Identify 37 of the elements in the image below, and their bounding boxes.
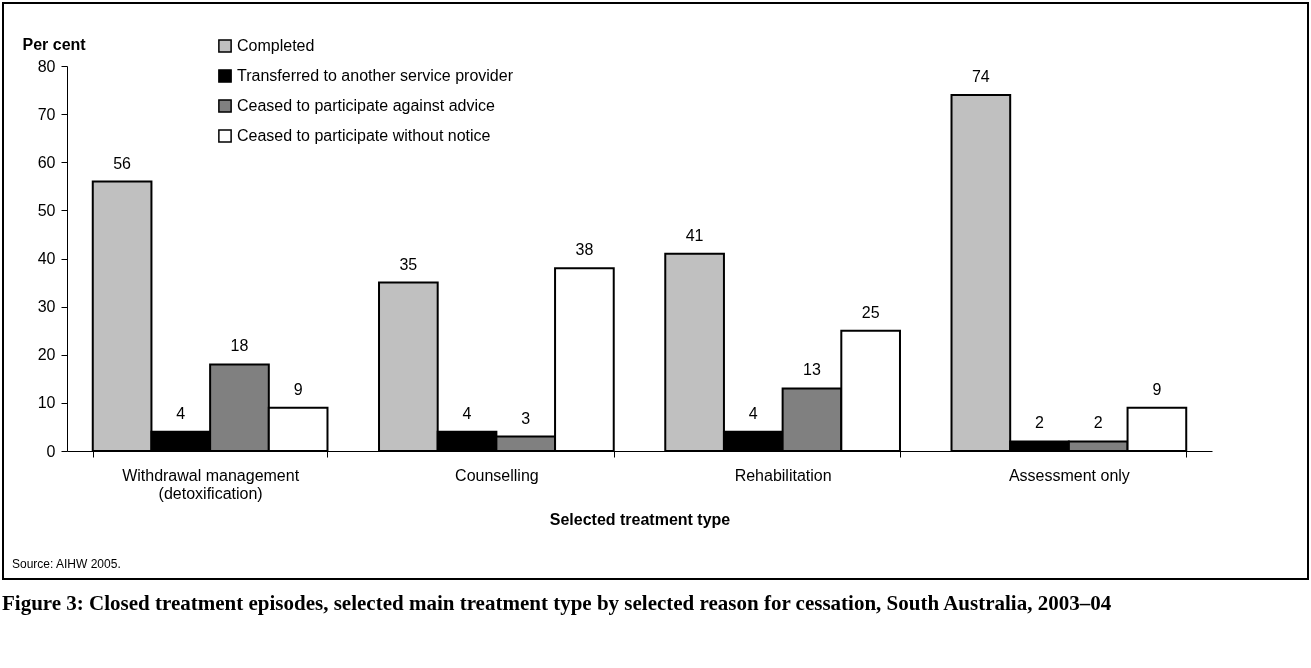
data-label: 13 [803,361,821,379]
text: Figure 3: Closed treatment episodes, selected main treatment type by selected reason for cessation, South Australia, 2003–04 [2,590,1113,616]
y-tick-label: 60 [37,153,56,171]
y-tick-label: 40 [37,250,56,267]
data-label: 4 [748,404,758,422]
x-tick-label: Assessment only [1008,466,1130,484]
source-note: Source: AIHW 2005. [12,557,121,571]
data-label: 74 [971,67,990,85]
y-tick-label: 80 [37,57,56,75]
data-label: 3 [521,409,531,427]
data-label: 2 [1093,414,1103,432]
y-tick-label: 50 [37,201,56,219]
data-label: 35 [399,255,418,273]
y-axis-title: Per cent [22,35,87,53]
x-tick-label: Counselling [455,466,539,484]
y-tick-label: 0 [46,442,56,460]
legend-label: Completed [237,37,315,54]
data-label: 4 [176,404,186,422]
legend-label: Ceased to participate without notice [237,127,491,144]
data-label: 41 [685,226,704,244]
x-tick-label: Withdrawal management (detoxification) [122,466,300,502]
data-label: 25 [861,303,880,321]
data-label: 9 [293,380,303,398]
data-label: 38 [575,241,594,259]
data-label: 9 [1152,380,1162,398]
legend-label: Transferred to another service provider [237,67,514,84]
y-tick-label: 20 [37,346,56,364]
y-tick-label: 30 [37,298,56,316]
y-tick-label: 70 [37,105,56,123]
x-axis-title: Selected treatment type [549,510,731,528]
data-label: 2 [1035,414,1045,432]
legend-label: Ceased to participate against advice [237,97,496,114]
data-label: 56 [113,154,132,172]
y-tick-label: 10 [37,394,56,412]
data-label: 4 [462,404,472,422]
x-tick-label: Rehabilitation [734,466,832,484]
data-label: 18 [230,337,249,355]
